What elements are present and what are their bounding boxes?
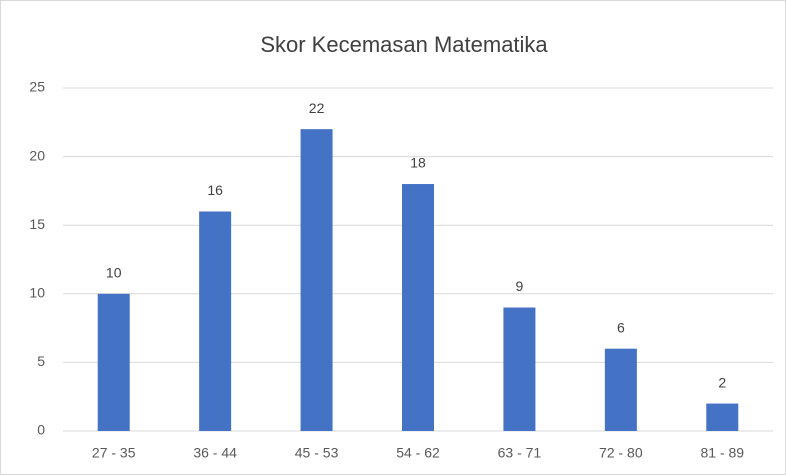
data-label: 2 — [718, 374, 726, 390]
x-tick-label: 81 - 89 — [700, 445, 744, 461]
x-tick-label: 45 - 53 — [295, 445, 339, 461]
bar — [300, 129, 333, 431]
data-label: 9 — [516, 278, 524, 294]
bar — [97, 293, 130, 431]
y-tick-label: 20 — [29, 147, 45, 163]
data-label: 6 — [617, 319, 625, 335]
chart-title: Skor Kecemasan Matematika — [260, 32, 548, 57]
bar — [199, 211, 232, 431]
x-tick-label: 36 - 44 — [193, 445, 237, 461]
bar — [503, 307, 536, 431]
data-label: 16 — [207, 182, 223, 198]
bar — [402, 184, 434, 431]
data-label: 18 — [410, 155, 426, 171]
x-tick-label: 72 - 80 — [599, 445, 643, 461]
y-tick-label: 25 — [29, 79, 45, 95]
data-label: 10 — [106, 265, 122, 281]
x-tick-label: 54 - 62 — [396, 445, 440, 461]
x-tick-label: 27 - 35 — [92, 445, 136, 461]
bar — [706, 403, 739, 431]
y-tick-label: 0 — [37, 422, 45, 438]
y-tick-label: 5 — [37, 353, 45, 369]
bar — [604, 348, 637, 431]
y-tick-label: 10 — [29, 285, 45, 301]
x-tick-label: 63 - 71 — [498, 445, 542, 461]
data-label: 22 — [309, 100, 325, 116]
y-tick-label: 15 — [29, 216, 45, 232]
